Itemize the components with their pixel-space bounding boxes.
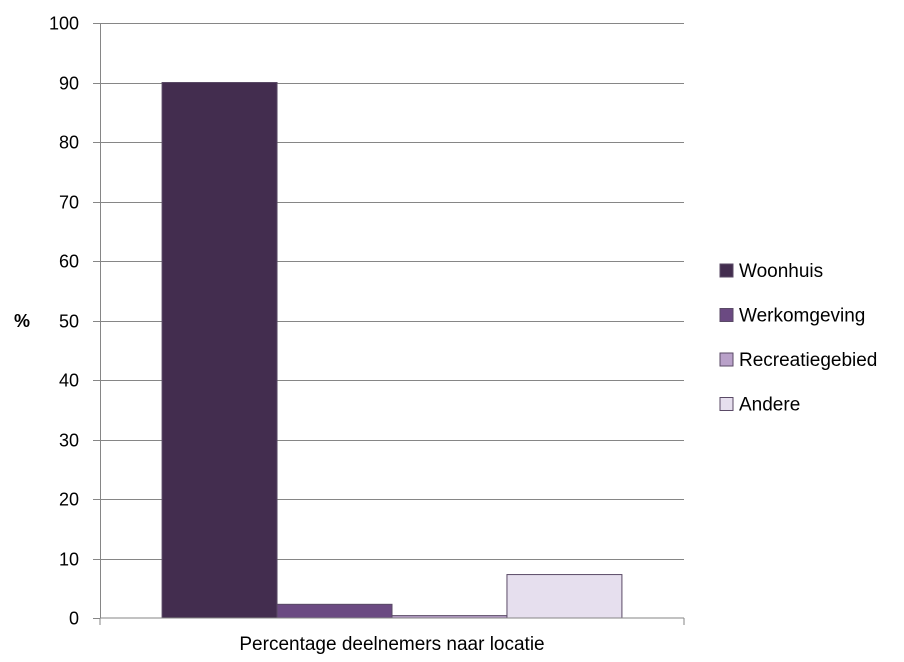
x-axis-label: Percentage deelnemers naar locatie bbox=[239, 634, 544, 655]
legend-swatch bbox=[719, 352, 734, 367]
y-tick-label: 90 bbox=[59, 74, 79, 94]
y-axis-label: % bbox=[14, 311, 30, 331]
y-tick-label: 0 bbox=[69, 609, 79, 629]
legend-swatch bbox=[719, 263, 734, 278]
y-tick-label: 30 bbox=[59, 431, 79, 451]
y-tick-label: 70 bbox=[59, 193, 79, 213]
y-tick-label: 100 bbox=[49, 14, 79, 34]
bar-werkomgeving bbox=[276, 603, 393, 619]
y-tick-label: 50 bbox=[59, 312, 79, 332]
y-tick-label: 20 bbox=[59, 490, 79, 510]
y-tick-label: 10 bbox=[59, 550, 79, 570]
y-tick-label: 40 bbox=[59, 371, 79, 391]
y-axis-ticks: 0 10 20 30 40 50 60 70 80 90 100 bbox=[49, 14, 101, 629]
legend-swatch bbox=[719, 397, 734, 411]
legend-entry: Andere bbox=[739, 395, 800, 416]
legend-entry: Woonhuis bbox=[739, 261, 823, 282]
bars bbox=[161, 82, 623, 619]
legend-entry: Recreatiegebied bbox=[739, 350, 877, 371]
legend-swatch bbox=[719, 308, 734, 322]
bar-andere bbox=[506, 574, 623, 619]
bar-woonhuis bbox=[161, 82, 278, 619]
y-tick-label: 60 bbox=[59, 252, 79, 272]
y-tick-label: 80 bbox=[59, 133, 79, 153]
legend-entry: Werkomgeving bbox=[739, 306, 865, 327]
legend: Woonhuis Werkomgeving Recreatiegebied Ander… bbox=[719, 261, 877, 416]
